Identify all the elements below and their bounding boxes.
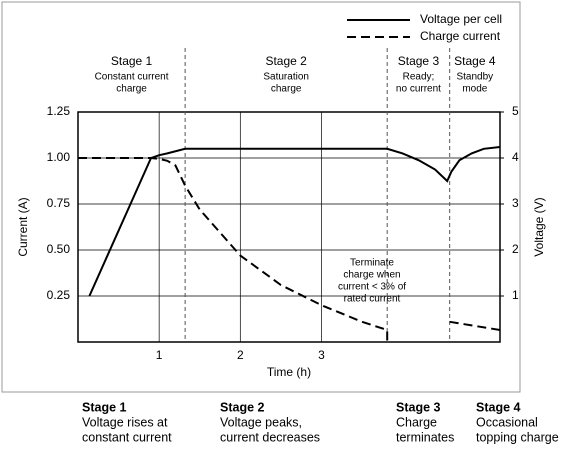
stage-sublabel: charge [271, 84, 302, 95]
stage-sublabel: Constant current [95, 72, 169, 83]
series-line [78, 157, 501, 342]
y2-tick-label: 3 [512, 196, 519, 210]
y2-tick-label: 4 [512, 150, 519, 164]
x-tick-label: 3 [318, 348, 325, 362]
caption-line: Voltage rises at [82, 415, 168, 429]
caption-line: topping charge [476, 430, 559, 444]
stage-sublabel: charge [116, 84, 147, 95]
stage-label: Stage 1 [111, 54, 153, 68]
stage-sublabel: Ready; [403, 72, 435, 83]
caption-title: Stage 2 [220, 400, 265, 414]
caption-title: Stage 3 [396, 400, 441, 414]
y-tick-label: 0.75 [47, 196, 71, 210]
annotation: charge when [343, 270, 400, 281]
chart-frame [1, 1, 521, 393]
y-tick-label: 0.50 [47, 242, 71, 256]
y2-tick-label: 5 [512, 104, 519, 118]
y-axis-label: Current (A) [16, 197, 30, 256]
caption-line: Occasional [476, 415, 538, 429]
stage-label: Stage 2 [265, 54, 307, 68]
stage-label: Stage 3 [398, 54, 440, 68]
y2-tick-label: 1 [512, 288, 519, 302]
y-tick-label: 1.25 [47, 104, 71, 118]
x-axis-label: Time (h) [267, 365, 311, 379]
y2-axis-label: Voltage (V) [532, 197, 546, 256]
y-tick-label: 0.25 [47, 288, 71, 302]
caption-title: Stage 4 [476, 400, 521, 414]
y2-tick-label: 2 [512, 242, 519, 256]
caption-line: Charge [396, 415, 437, 429]
caption-line: constant current [82, 430, 172, 444]
legend-label: Voltage per cell [420, 12, 502, 26]
caption-title: Stage 1 [82, 400, 127, 414]
stage-sublabel: Saturation [263, 72, 309, 83]
annotation: rated current [344, 294, 401, 305]
stage-sublabel: mode [462, 84, 487, 95]
series-line [88, 146, 501, 297]
annotation: Terminate [350, 258, 394, 269]
stage-label: Stage 4 [454, 54, 496, 68]
x-tick-label: 1 [156, 348, 163, 362]
plot-frame [77, 111, 501, 343]
caption-line: terminates [396, 430, 454, 444]
x-tick-label: 2 [237, 348, 244, 362]
annotation: current < 3% of [338, 282, 406, 293]
stage-sublabel: Standby [456, 72, 493, 83]
stage-sublabel: no current [396, 84, 441, 95]
caption-line: Voltage peaks, [220, 415, 302, 429]
legend-label: Charge current [420, 29, 501, 43]
caption-line: current decreases [220, 430, 320, 444]
y-tick-label: 1.00 [47, 150, 71, 164]
